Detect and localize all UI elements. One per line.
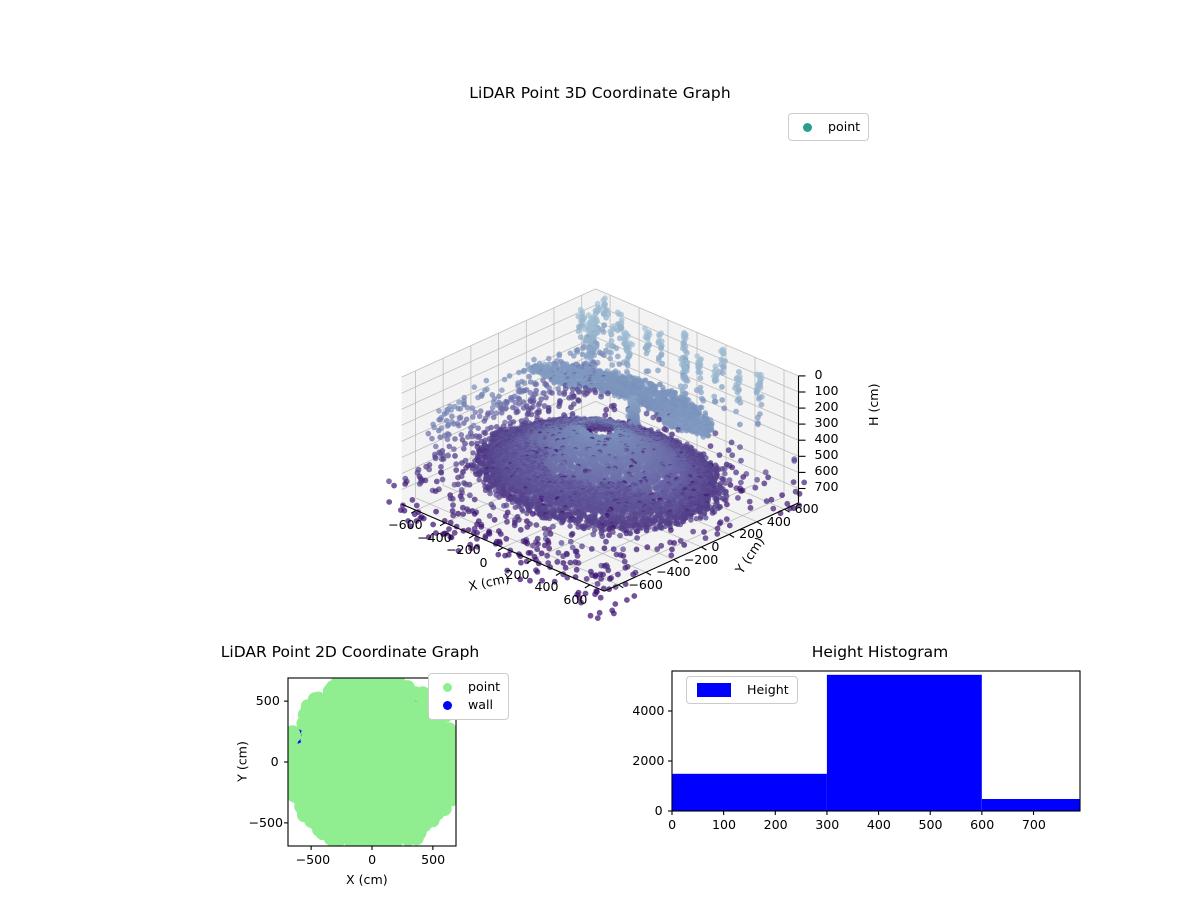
histogram-ytick-2: 4000 — [632, 703, 665, 718]
legend-marker-point-icon — [443, 682, 452, 692]
scatter3d-xtick-1: −400 — [417, 529, 452, 545]
scatter3d-ytick-1: 400 — [766, 513, 791, 529]
scatter3d-hlabel: H (cm) — [866, 383, 882, 427]
scatter3d-htick-4: 400 — [814, 431, 839, 447]
scatter2d-ytick-0: 500 — [255, 693, 280, 709]
scatter3d-xtick-6: 600 — [563, 591, 588, 607]
histogram-title: Height Histogram — [811, 643, 949, 661]
legend-item-point[interactable]: point — [795, 118, 860, 136]
scatter3d-xtick-4: 200 — [505, 567, 530, 583]
scatter2d-xtick-0: −500 — [295, 852, 331, 867]
histogram-xtick-2: 200 — [763, 817, 788, 832]
scatter3d-htick-7: 700 — [814, 479, 839, 495]
legend-marker-wall-icon — [443, 700, 452, 710]
legend-marker-point-icon — [803, 122, 812, 132]
histogram-bar[interactable] — [672, 773, 827, 812]
scatter2d-xtick-1: 0 — [368, 852, 377, 867]
scatter3d-ytick-2: 200 — [739, 526, 764, 542]
scatter2d-ylabel: Y (cm) — [234, 741, 250, 782]
scatter3d-htick-3: 300 — [814, 415, 839, 431]
histogram-ytick-0: 0 — [654, 803, 663, 818]
scatter3d-htick-5: 500 — [814, 447, 839, 463]
legend-label-wall: wall — [468, 697, 494, 713]
histogram-legend[interactable]: Height — [686, 676, 798, 705]
scatter2d-xtick-2: 500 — [421, 852, 446, 867]
histogram-canvas[interactable] — [600, 660, 1120, 890]
scatter3d-xtick-2: −200 — [446, 542, 481, 558]
legend-item-point[interactable]: point — [435, 678, 500, 696]
scatter2d-legend[interactable]: point wall — [428, 673, 510, 720]
scatter2d-canvas[interactable] — [180, 660, 600, 890]
scatter3d-title: LiDAR Point 3D Coordinate Graph — [469, 84, 731, 102]
histogram-xtick-3: 300 — [815, 817, 840, 832]
scatter3d-ytick-6: −600 — [628, 576, 663, 592]
scatter3d-ytick-0: 600 — [794, 501, 819, 517]
scatter2d-ytick-2: −500 — [248, 814, 283, 830]
scatter2d-title: LiDAR Point 2D Coordinate Graph — [220, 643, 480, 661]
legend-label-point: point — [468, 679, 501, 694]
scatter3d-xtick-5: 400 — [534, 579, 559, 595]
legend-label-height: Height — [747, 682, 789, 697]
scatter3d-ytick-5: −400 — [655, 564, 691, 580]
scatter3d-xtick-3: 0 — [479, 554, 488, 570]
legend-item-wall[interactable]: wall — [435, 696, 500, 714]
legend-label-point: point — [828, 119, 861, 134]
scatter3d-ytick-4: −200 — [683, 551, 719, 567]
histogram-bar[interactable] — [981, 799, 1080, 811]
scatter3d-htick-1: 100 — [814, 382, 839, 398]
histogram-xtick-5: 500 — [918, 817, 943, 832]
histogram-bar[interactable] — [826, 674, 982, 812]
histogram-xtick-7: 700 — [1021, 817, 1046, 832]
scatter3d-htick-2: 200 — [814, 399, 839, 415]
scatter3d-legend[interactable]: point — [788, 113, 870, 142]
histogram-xtick-1: 100 — [711, 817, 736, 832]
histogram-xtick-4: 400 — [866, 817, 891, 832]
scatter3d-ytick-3: 0 — [711, 539, 720, 555]
scatter3d-htick-6: 600 — [814, 463, 839, 479]
scatter2d-xlabel: X (cm) — [346, 872, 388, 887]
scatter3d-xtick-0: −600 — [388, 517, 423, 533]
scatter2d-ytick-1: 0 — [270, 754, 279, 769]
histogram-ytick-1: 2000 — [632, 753, 665, 768]
scatter3d-htick-0: 0 — [814, 366, 823, 382]
histogram-xtick-0: 0 — [668, 817, 677, 832]
legend-item-height[interactable]: Height — [693, 681, 789, 699]
legend-marker-height-icon — [697, 683, 731, 698]
histogram-xtick-6: 600 — [970, 817, 995, 832]
scatter3d-canvas[interactable] — [0, 140, 1200, 800]
